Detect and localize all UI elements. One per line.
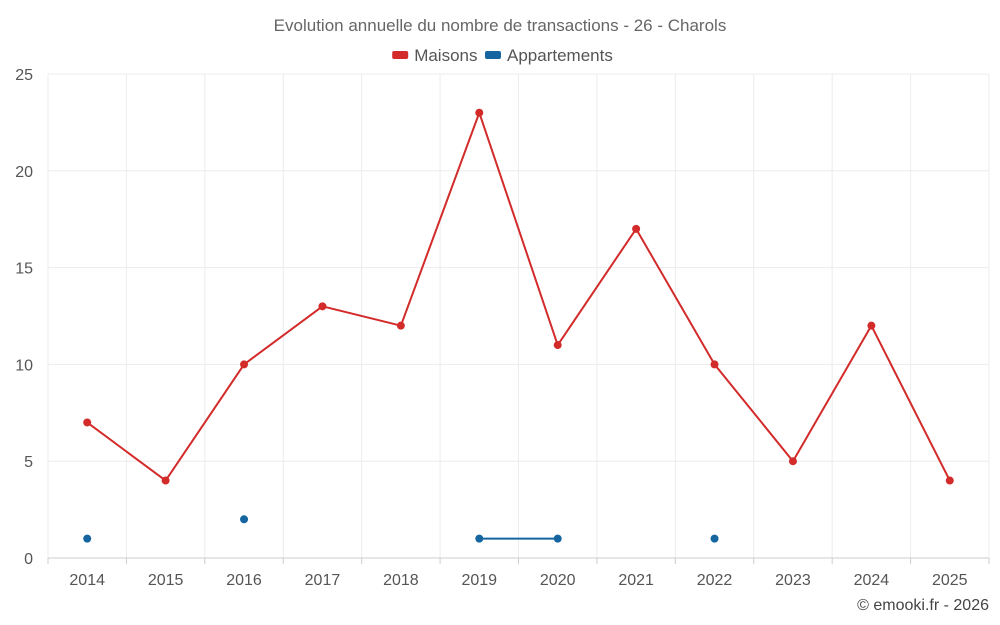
x-tick-label: 2017 xyxy=(305,572,341,589)
y-tick-label: 10 xyxy=(15,357,33,374)
data-point xyxy=(83,418,92,427)
data-point xyxy=(710,534,719,543)
data-point xyxy=(632,224,641,233)
x-tick-label: 2020 xyxy=(540,572,576,589)
data-point xyxy=(83,534,92,543)
data-point xyxy=(318,302,327,311)
series-line xyxy=(86,111,951,482)
x-axis: 2014 2015 2016 2017 2018 2019 2020 2021 2022 2023… xyxy=(47,557,990,589)
data-point xyxy=(396,321,405,330)
x-tick-label: 2022 xyxy=(697,572,733,589)
x-tick-label: 2019 xyxy=(461,572,497,589)
data-point xyxy=(475,534,484,543)
x-tick-label: 2025 xyxy=(932,572,968,589)
legend-label-appartements[interactable]: Appartements xyxy=(507,46,613,65)
credit-text: © emooki.fr - 2026 xyxy=(857,597,989,614)
data-point xyxy=(945,476,954,485)
y-tick-label: 0 xyxy=(24,551,33,568)
y-tick-label: 5 xyxy=(24,454,33,471)
legend-swatch-maisons[interactable] xyxy=(392,51,409,59)
data-point xyxy=(553,534,562,543)
data-point xyxy=(240,360,249,369)
legend-swatch-appartements[interactable] xyxy=(485,51,501,59)
data-point xyxy=(710,360,719,369)
data-point xyxy=(867,321,876,330)
chart-title: Evolution annuelle du nombre de transact… xyxy=(274,16,727,35)
x-tick-label: 2015 xyxy=(148,572,184,589)
x-tick-label: 2021 xyxy=(618,572,654,589)
x-tick-label: 2023 xyxy=(775,572,811,589)
grid xyxy=(47,73,990,558)
legend-label-maisons[interactable]: Maisons xyxy=(414,46,477,65)
legend: Maisons Appartements xyxy=(392,46,613,65)
data-point xyxy=(475,108,484,117)
y-axis: 0 5 10 15 20 25 xyxy=(15,67,33,568)
data-point xyxy=(553,341,562,350)
x-tick-label: 2014 xyxy=(69,572,105,589)
data-point xyxy=(788,457,797,466)
x-tick-label: 2018 xyxy=(383,572,419,589)
x-tick-label: 2016 xyxy=(226,572,262,589)
data-point xyxy=(240,515,249,524)
x-tick-label: 2024 xyxy=(854,572,890,589)
y-tick-label: 20 xyxy=(15,164,33,181)
y-tick-label: 15 xyxy=(15,261,33,278)
y-tick-label: 25 xyxy=(15,67,33,84)
data-point xyxy=(161,476,170,485)
series-appartements xyxy=(83,515,719,543)
series-layer xyxy=(83,108,954,543)
series-maisons xyxy=(83,108,954,485)
